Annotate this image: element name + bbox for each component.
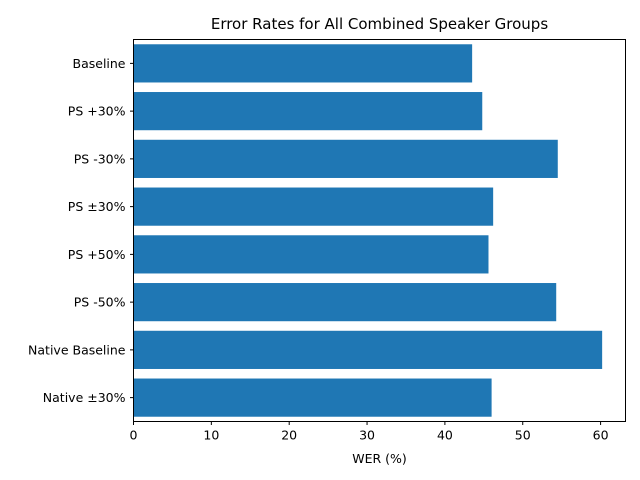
bars-group xyxy=(133,44,603,417)
x-tick-label-50: 50 xyxy=(515,428,531,443)
y-tick-label-ps-50: PS -50% xyxy=(74,295,126,310)
bar-ps-50 xyxy=(133,283,557,322)
y-tick-label-ps-30: PS ±30% xyxy=(68,199,126,214)
bar-ps-30 xyxy=(133,187,494,226)
x-tick-label-60: 60 xyxy=(593,428,609,443)
y-tick-label-baseline: Baseline xyxy=(73,56,126,71)
chart-title: Error Rates for All Combined Speaker Gro… xyxy=(211,15,548,33)
x-tick-label-0: 0 xyxy=(130,428,138,443)
y-axis-ticks: Baseline PS +30% PS -30% PS ±30% PS +50% PS -… xyxy=(28,56,134,405)
bar-ps-30 xyxy=(133,92,483,131)
y-tick-label-native-baseline: Native Baseline xyxy=(28,342,126,357)
bar-native-baseline xyxy=(133,330,603,369)
bar-ps-50 xyxy=(133,235,489,274)
x-tick-label-30: 30 xyxy=(359,428,375,443)
x-tick-label-10: 10 xyxy=(203,428,219,443)
y-tick-label-native-30: Native ±30% xyxy=(43,390,126,405)
x-axis-title: WER (%) xyxy=(352,451,407,466)
bar-native-30 xyxy=(133,378,492,417)
x-tick-label-40: 40 xyxy=(437,428,453,443)
x-tick-label-20: 20 xyxy=(281,428,297,443)
y-tick-label-ps-30: PS +30% xyxy=(68,104,126,119)
bar-ps-30 xyxy=(133,139,558,178)
y-tick-label-ps-50: PS +50% xyxy=(68,247,126,262)
x-axis-ticks: 0 10 20 30 40 50 60 xyxy=(130,421,609,443)
bar-baseline xyxy=(133,44,473,83)
y-tick-label-ps-30: PS -30% xyxy=(74,151,126,166)
axes-frame xyxy=(133,39,626,422)
